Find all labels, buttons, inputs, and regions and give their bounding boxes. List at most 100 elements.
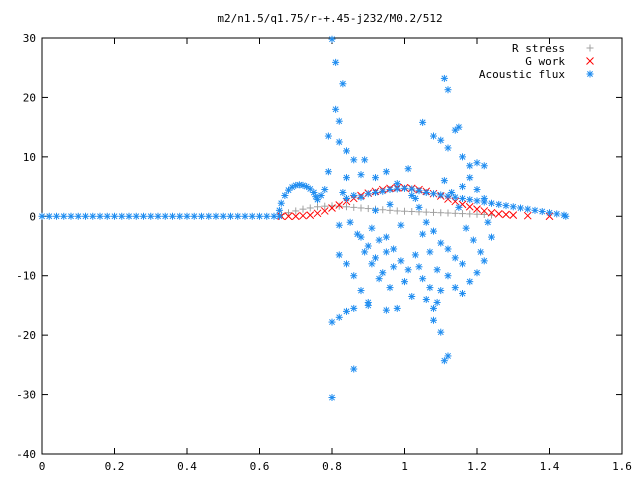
data-point	[451, 193, 459, 201]
legend-label: R stress	[512, 42, 565, 55]
data-point	[227, 212, 234, 220]
data-point	[531, 206, 539, 214]
data-point	[335, 313, 343, 321]
data-point	[437, 287, 445, 295]
data-point	[314, 203, 321, 211]
data-point	[332, 58, 340, 66]
data-point	[382, 233, 390, 241]
data-point	[328, 204, 336, 212]
data-point	[320, 207, 329, 215]
data-point	[176, 212, 184, 220]
data-point	[335, 251, 343, 259]
data-point	[332, 105, 340, 113]
data-point	[480, 207, 489, 215]
data-point	[67, 212, 75, 220]
data-point	[466, 196, 474, 204]
data-point	[430, 190, 437, 198]
data-point	[546, 209, 553, 217]
x-tick-label: 1	[401, 460, 408, 473]
data-point	[382, 168, 390, 176]
data-point	[469, 236, 477, 244]
data-point	[502, 202, 510, 210]
data-point	[459, 290, 466, 298]
data-marks	[38, 35, 570, 402]
data-point	[553, 210, 561, 218]
data-point	[422, 218, 430, 226]
data-point	[263, 212, 271, 220]
data-point	[357, 193, 365, 201]
data-point	[364, 205, 372, 213]
data-point	[379, 206, 387, 214]
data-point	[339, 80, 347, 88]
data-point	[459, 210, 466, 218]
data-point	[397, 257, 405, 265]
data-point	[444, 144, 452, 152]
data-point	[285, 209, 292, 217]
data-point	[111, 212, 118, 220]
data-point	[306, 211, 315, 219]
data-point	[437, 328, 445, 336]
data-point	[350, 191, 358, 199]
plot-frame	[41, 37, 623, 455]
data-point	[473, 197, 481, 205]
data-point	[415, 203, 423, 211]
data-point	[509, 203, 517, 211]
data-point	[444, 352, 452, 360]
data-point	[440, 177, 448, 185]
data-point	[437, 209, 445, 217]
data-point	[459, 260, 466, 268]
data-point	[335, 117, 343, 125]
data-point	[183, 212, 191, 220]
data-point	[480, 162, 488, 170]
x-tick-label: 0.8	[322, 460, 342, 473]
series-acoustic-flux	[38, 35, 570, 402]
data-point	[125, 212, 133, 220]
data-point	[477, 248, 485, 256]
y-tick-label: -20	[16, 329, 36, 342]
data-point	[132, 212, 140, 220]
data-point	[291, 212, 300, 221]
data-point	[404, 165, 412, 173]
data-point	[422, 208, 430, 216]
data-point	[419, 275, 427, 283]
data-point	[343, 174, 350, 182]
data-point	[103, 212, 111, 220]
data-point	[328, 394, 336, 402]
data-point	[379, 187, 387, 195]
data-point	[361, 248, 369, 256]
x-tick-label: 0.6	[250, 460, 270, 473]
data-point	[324, 168, 332, 176]
data-point	[299, 211, 307, 220]
data-point	[89, 212, 97, 220]
data-point	[393, 207, 401, 215]
data-point	[433, 298, 441, 306]
data-point	[372, 254, 379, 262]
data-point	[219, 212, 227, 220]
data-point	[459, 153, 466, 161]
data-point	[459, 183, 466, 191]
data-point	[350, 272, 358, 280]
data-point	[368, 224, 376, 232]
series-r-stress	[277, 202, 495, 219]
data-point	[147, 212, 155, 220]
y-tick-label: 30	[23, 32, 36, 45]
data-point	[437, 191, 445, 199]
data-point	[426, 284, 434, 292]
data-point	[343, 194, 350, 202]
data-point	[284, 212, 293, 221]
x-tick-label: 0.4	[177, 460, 197, 473]
data-point	[404, 266, 412, 274]
axis-ticks: 0 0.2 0.4 0.6 0.8 1 1.2 1.4 1.6 30 20 10 0 -10 -20 -30 -…	[16, 32, 632, 473]
data-point	[386, 284, 394, 292]
data-point	[408, 185, 416, 193]
data-point	[455, 203, 463, 211]
data-point	[350, 365, 358, 373]
data-point	[480, 194, 488, 202]
data-point	[401, 278, 408, 286]
data-point	[430, 316, 437, 324]
data-point	[386, 206, 394, 214]
data-point	[248, 212, 256, 220]
data-point	[343, 260, 350, 268]
